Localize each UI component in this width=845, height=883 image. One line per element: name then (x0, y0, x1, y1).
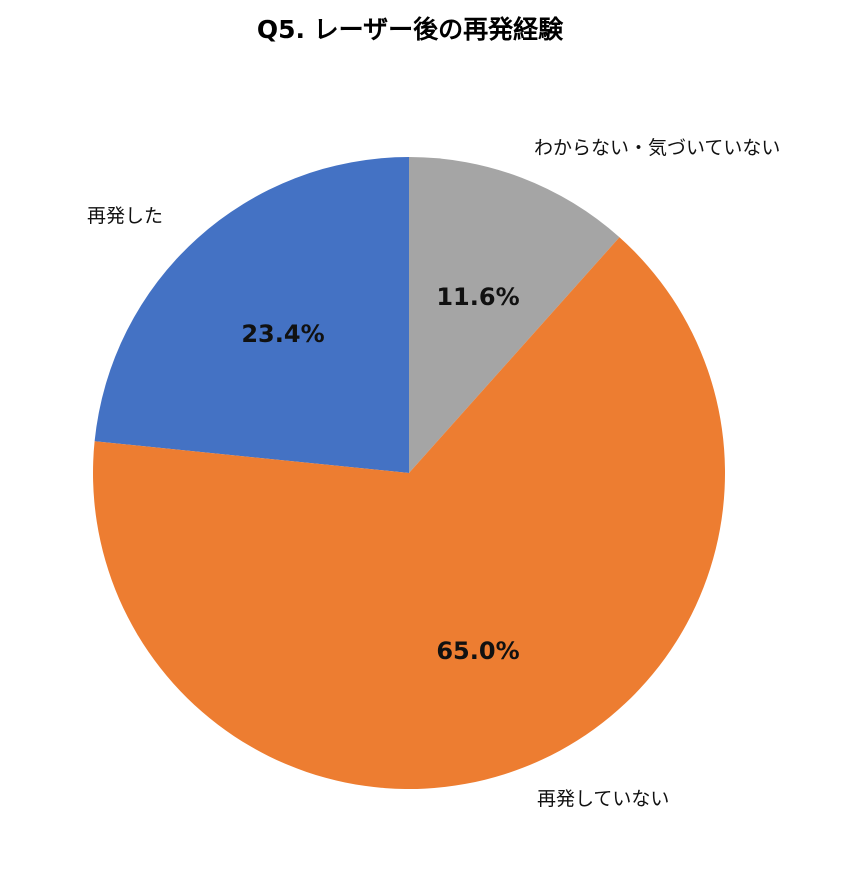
category-label-3: 再発していない (537, 788, 669, 810)
value-label-3: 65.0% (436, 637, 519, 665)
pie-slices (93, 157, 726, 790)
pie-slice-2 (409, 157, 620, 473)
value-label-2: 11.6% (436, 283, 519, 311)
value-label-1: 23.4% (241, 320, 324, 348)
category-label-1: 再発した (87, 205, 163, 227)
pie-slice-1 (94, 157, 409, 473)
chart-title: Q5. レーザー後の再発経験 (257, 15, 564, 44)
pie-slice-3 (93, 237, 726, 790)
category-label-2: わからない・気づいていない (534, 137, 780, 159)
pie-value-labels: 23.4% 11.6% 65.0% (241, 283, 519, 665)
